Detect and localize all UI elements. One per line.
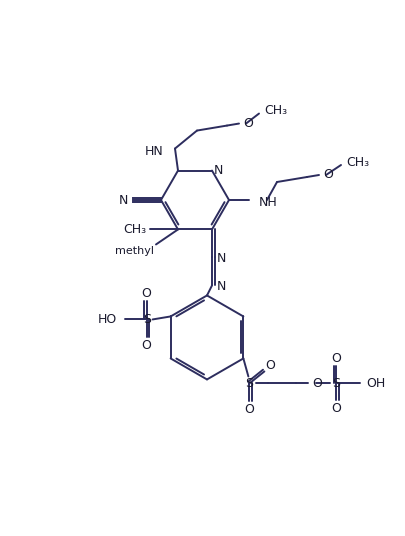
- Text: S: S: [245, 377, 254, 390]
- Text: S: S: [333, 377, 340, 390]
- Text: O: O: [245, 403, 254, 416]
- Text: N: N: [119, 193, 128, 206]
- Text: HO: HO: [97, 313, 117, 326]
- Text: OH: OH: [367, 377, 386, 390]
- Text: O: O: [142, 287, 151, 300]
- Text: methyl: methyl: [115, 247, 154, 256]
- Text: O: O: [265, 359, 275, 372]
- Text: O: O: [331, 352, 341, 365]
- Text: CH₃: CH₃: [346, 155, 369, 168]
- Text: N: N: [217, 280, 226, 293]
- Text: O: O: [312, 377, 322, 390]
- Text: S: S: [143, 313, 151, 326]
- Text: O: O: [243, 117, 253, 130]
- Text: O: O: [323, 168, 333, 182]
- Text: CH₃: CH₃: [264, 104, 287, 117]
- Text: O: O: [331, 402, 341, 415]
- Text: N: N: [214, 164, 224, 177]
- Text: HN: HN: [144, 145, 163, 158]
- Text: NH: NH: [259, 196, 278, 209]
- Text: O: O: [142, 339, 151, 352]
- Text: N: N: [217, 252, 226, 265]
- Text: CH₃: CH₃: [123, 223, 146, 236]
